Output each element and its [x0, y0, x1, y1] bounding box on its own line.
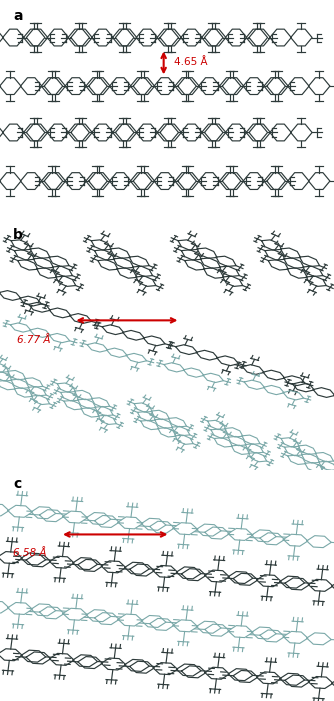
Text: 6.58 Å: 6.58 Å — [13, 548, 47, 558]
Text: b: b — [13, 229, 23, 243]
Text: 4.65 Å: 4.65 Å — [174, 57, 207, 67]
Text: a: a — [13, 9, 23, 23]
Text: c: c — [13, 477, 22, 491]
Text: 6.77 Å: 6.77 Å — [17, 335, 50, 346]
